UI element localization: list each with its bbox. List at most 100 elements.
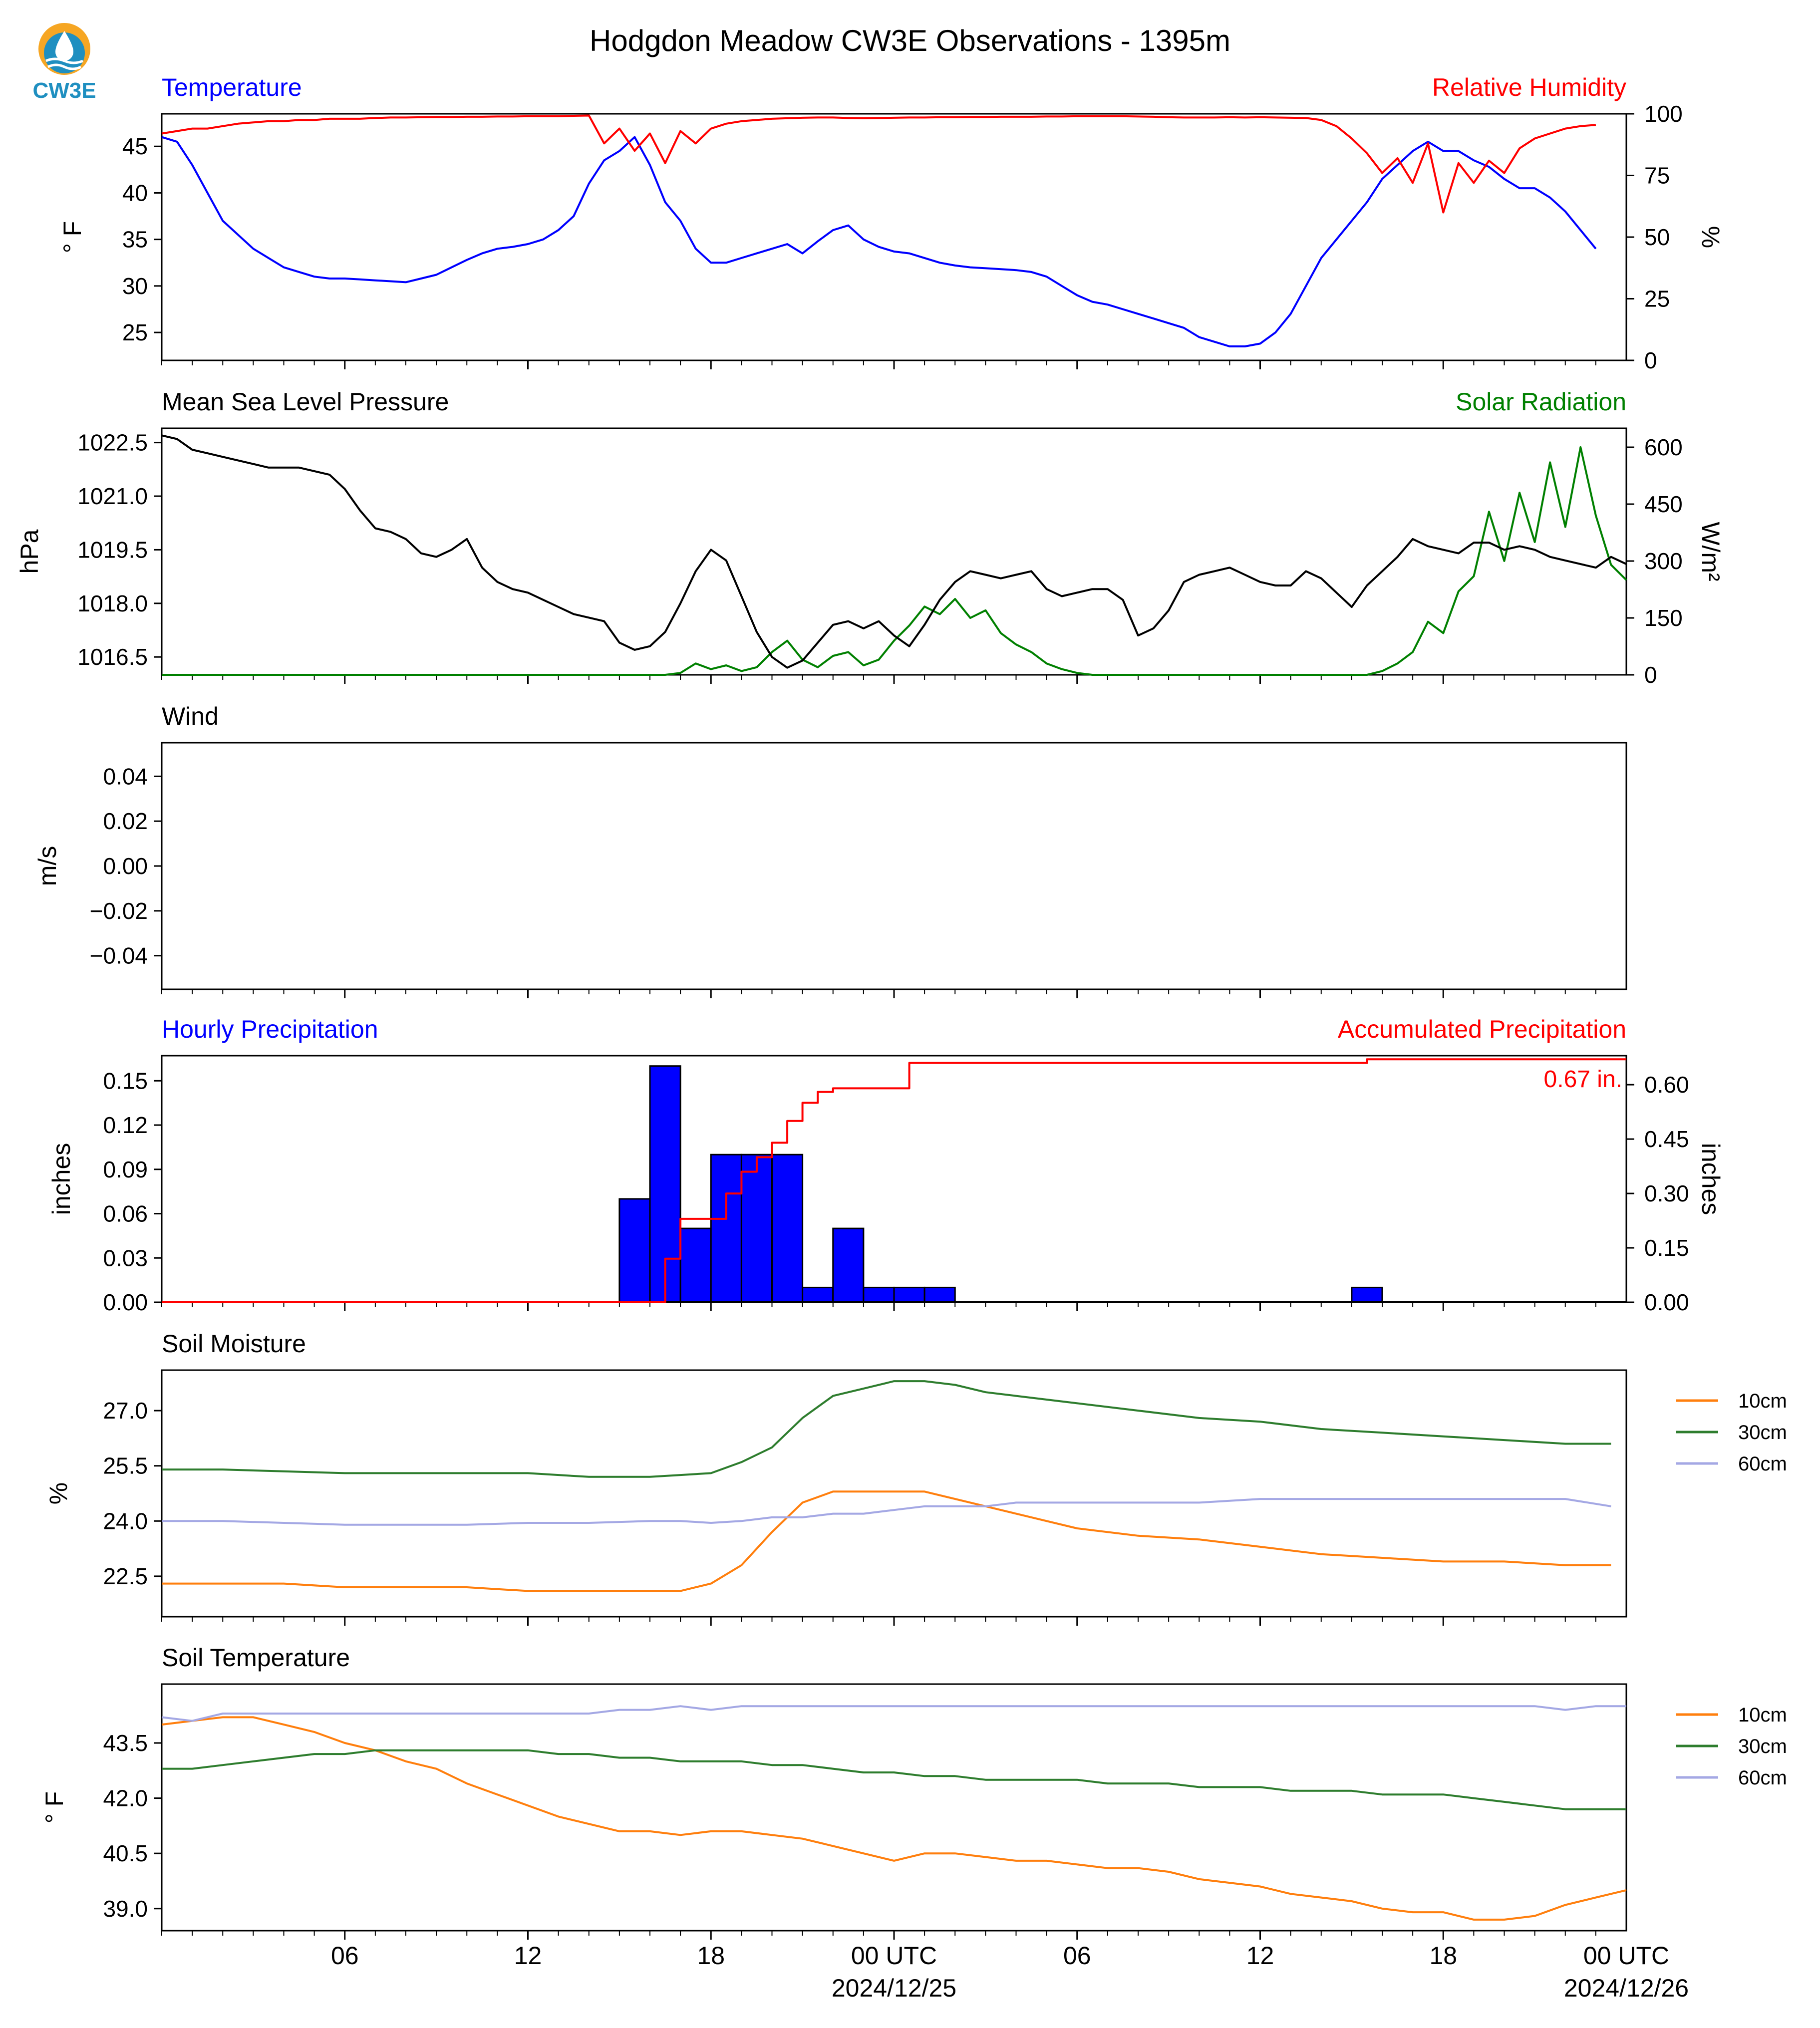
wind-panel-frame [161, 742, 1627, 990]
solar-ytick-label: 300 [1644, 548, 1683, 574]
soil-temperature-title: Soil Temperature [162, 1644, 350, 1672]
accum-precip-ytick-label: 0.00 [1644, 1289, 1689, 1315]
soil-temperature-10cm-line [161, 1716, 1627, 1921]
figure-title: Hodgdon Meadow CW3E Observations - 1395m [590, 24, 1230, 57]
solar-ylabel: W/m² [1697, 522, 1725, 581]
cw3e-water-drop-logo-icon [38, 23, 90, 75]
relative-humidity-title: Relative Humidity [1432, 73, 1626, 101]
pressure-line [161, 434, 1627, 669]
temperature-ylabel: ° F [58, 221, 86, 253]
wind-ytick-label: 0.00 [103, 853, 148, 879]
precip-bar [1351, 1286, 1383, 1303]
pressure-ytick-label: 1022.5 [77, 430, 148, 456]
pressure-ylabel: hPa [15, 529, 43, 574]
time-tick-label: 18 [1429, 1942, 1457, 1970]
pressure-ytick-label: 1021.0 [77, 483, 148, 509]
accum-precip-ytick-label: 0.60 [1644, 1072, 1689, 1098]
soil-moisture-title: Soil Moisture [162, 1330, 306, 1358]
wind-ylabel: m/s [33, 846, 61, 886]
precip-bar [679, 1227, 712, 1303]
wind-ytick-label: 0.04 [103, 763, 148, 789]
solar-ytick-label: 450 [1644, 491, 1683, 517]
soil-temperature-30cm-line [162, 1749, 1626, 1810]
precip-bar [771, 1154, 804, 1303]
pressure-ytick-label: 1018.0 [77, 590, 148, 616]
panel-titles: Temperature Relative Humidity Mean Sea L… [162, 73, 1626, 1672]
soil-moisture-panel-frame [161, 1369, 1627, 1618]
soil-temperature-ytick-label: 42.0 [103, 1785, 148, 1811]
soil-temperature-panel-frame [161, 1683, 1627, 1932]
solar-ytick-label: 0 [1644, 662, 1657, 688]
soil-temperature-legend-label-10cm: 10cm [1738, 1704, 1787, 1726]
time-tick-label: 06 [1063, 1942, 1091, 1970]
hourly-precip-ytick-label: 0.12 [103, 1112, 148, 1138]
logo-text: CW3E [32, 78, 96, 103]
soil-moisture-legend-label-60cm: 60cm [1738, 1453, 1787, 1475]
temperature-ytick-label: 30 [122, 273, 148, 299]
hourly-precip-ytick-label: 0.09 [103, 1157, 148, 1182]
soil-moisture-ytick-label: 22.5 [103, 1563, 148, 1589]
temperature-ytick-label: 45 [122, 133, 148, 159]
soil-temperature-ytick-label: 39.0 [103, 1896, 148, 1922]
relative-humidity-line [161, 114, 1596, 214]
soil-moisture-60cm-line [162, 1498, 1611, 1526]
accum-precip-ylabel: inches [1697, 1143, 1725, 1215]
time-tick-label: 06 [331, 1942, 359, 1970]
date-label: 2024/12/26 [1564, 1974, 1689, 2002]
temperature-ytick-label: 35 [122, 227, 148, 253]
hourly-precip-ytick-label: 0.00 [103, 1289, 148, 1315]
time-tick-label: 12 [1246, 1942, 1274, 1970]
solar-radiation-title: Solar Radiation [1456, 388, 1626, 416]
hourly-precip-ytick-label: 0.15 [103, 1068, 148, 1094]
wind-title: Wind [162, 702, 219, 730]
precip-bar [802, 1286, 834, 1303]
axis-labels: ° F % hPa W/m² m/s inches inches % ° F [15, 221, 1725, 1823]
wind-ytick-label: −0.02 [90, 898, 148, 924]
cw3e-logo: CW3E [32, 23, 96, 103]
axis-ticks: 253035404502550751001016.51018.01019.510… [77, 101, 1689, 1940]
soil-temperature-ytick-label: 43.5 [103, 1730, 148, 1756]
hourly-precip-ytick-label: 0.06 [103, 1201, 148, 1227]
accumulated-total-annotation: 0.67 in. [1544, 1066, 1622, 1093]
accum-precip-ytick-label: 0.45 [1644, 1126, 1689, 1152]
solar-radiation-line [162, 446, 1627, 676]
temperature-ytick-label: 40 [122, 180, 148, 206]
accumulated-precipitation-line [162, 1058, 1626, 1303]
soil-moisture-ytick-label: 24.0 [103, 1508, 148, 1534]
temperature-line [161, 136, 1597, 347]
soil-temperature-legend-label-60cm: 60cm [1738, 1767, 1787, 1789]
soil-moisture-30cm-line [162, 1380, 1611, 1478]
soil-temperature-ytick-label: 40.5 [103, 1840, 148, 1866]
pressure-ytick-label: 1016.5 [77, 644, 148, 670]
precip-bar [923, 1286, 956, 1303]
soil-moisture-legend: 10cm 30cm 60cm [1676, 1390, 1787, 1475]
accum-precip-ytick-label: 0.15 [1644, 1235, 1689, 1261]
time-tick-label: 00 UTC [851, 1942, 937, 1970]
soil-moisture-10cm-line [162, 1490, 1611, 1592]
humidity-ylabel: % [1697, 226, 1725, 248]
temperature-ytick-label: 25 [122, 319, 148, 345]
soil-temperature-ylabel: ° F [40, 1791, 68, 1823]
soil-moisture-ytick-label: 27.0 [103, 1398, 148, 1424]
precip-bar [832, 1227, 865, 1303]
soil-moisture-ytick-label: 25.5 [103, 1453, 148, 1479]
accum-precip-ytick-label: 0.30 [1644, 1180, 1689, 1206]
relative-humidity-ytick-label: 25 [1644, 286, 1670, 312]
solar-ytick-label: 600 [1644, 434, 1683, 460]
time-tick-label: 12 [514, 1942, 542, 1970]
relative-humidity-ytick-label: 50 [1644, 224, 1670, 250]
precip-bar [893, 1286, 925, 1303]
hourly-precip-ytick-label: 0.03 [103, 1245, 148, 1271]
accumulated-precipitation-title: Accumulated Precipitation [1338, 1015, 1626, 1043]
wind-ytick-label: −0.04 [90, 943, 148, 969]
date-label: 2024/12/25 [832, 1974, 956, 2002]
time-tick-label: 18 [697, 1942, 725, 1970]
time-tick-label: 00 UTC [1583, 1942, 1669, 1970]
hourly-precip-ylabel: inches [47, 1143, 75, 1215]
pressure-panel-frame [161, 427, 1627, 676]
soil-temperature-60cm-line [161, 1705, 1626, 1722]
soil-moisture-ylabel: % [44, 1482, 72, 1504]
solar-ytick-label: 150 [1644, 605, 1683, 631]
pressure-ytick-label: 1019.5 [77, 537, 148, 563]
